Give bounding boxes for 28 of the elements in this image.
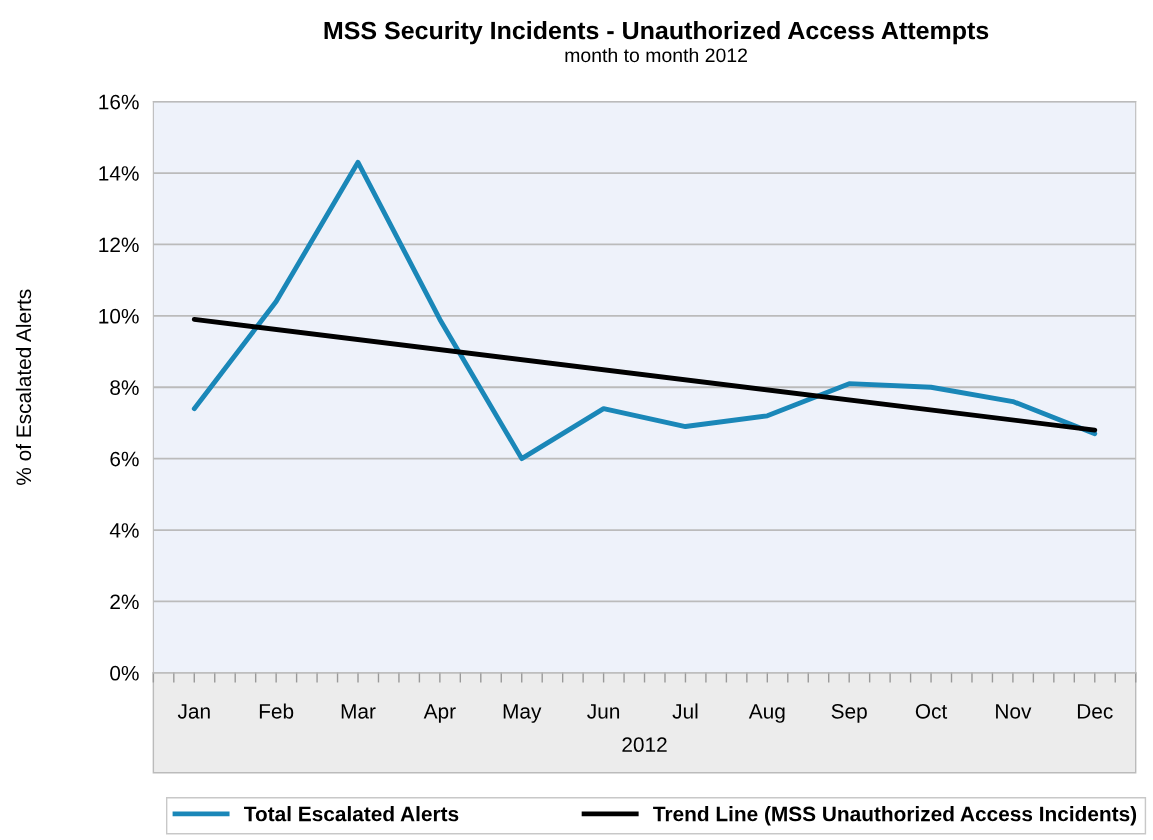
x-tick-label: Dec xyxy=(1077,704,1113,719)
line-series xyxy=(191,159,1098,462)
x-tick-label: Mar xyxy=(341,704,376,719)
y-tick-label: 10% xyxy=(99,308,139,324)
chart-subtitle: month to month 2012 xyxy=(565,47,747,63)
x-axis-title: 2012 xyxy=(622,737,667,753)
x-tick-label: Apr xyxy=(423,704,456,723)
x-tick-label: Jun xyxy=(587,704,620,719)
x-tick-label: Jul xyxy=(672,703,698,719)
y-axis-title: % of Escalated Alerts xyxy=(15,289,32,485)
y-tick-label: 6% xyxy=(110,451,139,467)
y-tick-label: 8% xyxy=(110,380,139,395)
x-tick-label: Nov xyxy=(996,704,1032,719)
legend-label: Trend Line (MSS Unauthorized Access Incidents) xyxy=(653,806,1137,826)
y-tick-label: 12% xyxy=(99,237,139,253)
x-tick-label: Oct xyxy=(915,703,948,719)
x-tick-label: Jan xyxy=(177,704,210,719)
chart-title: MSS Security Incidents - Unauthorized Access Attempts xyxy=(324,21,989,45)
x-tick-label: Feb xyxy=(259,703,294,719)
legend-label: Total Escalated Alerts xyxy=(244,806,459,822)
y-tick-label: 14% xyxy=(99,166,139,181)
y-tick-label: 2% xyxy=(110,594,139,610)
x-tick-label: Aug xyxy=(748,704,785,723)
x-tick-label: Sep xyxy=(831,703,867,723)
y-tick-label: 0% xyxy=(110,665,139,681)
y-tick-label: 4% xyxy=(109,523,139,538)
y-tick-label: 16% xyxy=(99,94,139,110)
x-tick-label: May xyxy=(503,704,542,723)
